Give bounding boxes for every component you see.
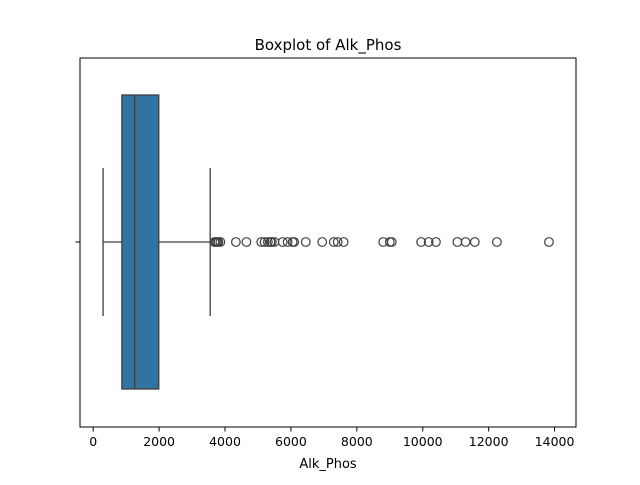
outlier-point [266,237,277,247]
outlier-point [241,237,252,247]
x-axis-label: Alk_Phos [299,457,357,472]
outlier-point [317,237,328,247]
outlier-point [452,237,463,247]
outlier-point [230,237,241,247]
x-tick-label: 14000 [535,434,575,449]
chart-title: Boxplot of Alk_Phos [255,36,402,55]
plot-area [102,94,554,390]
x-tick-label: 12000 [469,434,509,449]
outlier-point [469,237,480,247]
outlier-point [460,237,471,247]
outlier-point [386,237,397,247]
x-tick-label: 10000 [403,434,443,449]
outlier-point [300,237,311,247]
outlier-point [544,237,554,247]
outlier-point [384,237,395,247]
iqr-box [121,94,160,390]
outlier-point [262,237,273,247]
x-tick-label: 6000 [275,434,307,449]
outlier-point [328,237,339,247]
outlier-point [423,237,434,247]
outlier-point [282,237,293,247]
outlier-point [431,237,441,247]
outlier-point [416,237,427,247]
outlier-point [492,237,502,247]
outlier-point [332,237,343,247]
x-tick-label: 2000 [143,434,175,449]
outlier-point [215,237,226,247]
outlier-point [277,237,288,247]
outlier-point [338,237,349,247]
x-tick-label: 8000 [341,434,373,449]
x-tick-label: 4000 [209,434,241,449]
x-tick-label: 0 [89,434,97,449]
outlier-point [289,237,300,247]
outlier-point [256,237,267,247]
outlier-point [259,237,270,247]
x-axis: 0 2000 4000 6000 8000 10000 12000 14000 [89,427,575,449]
